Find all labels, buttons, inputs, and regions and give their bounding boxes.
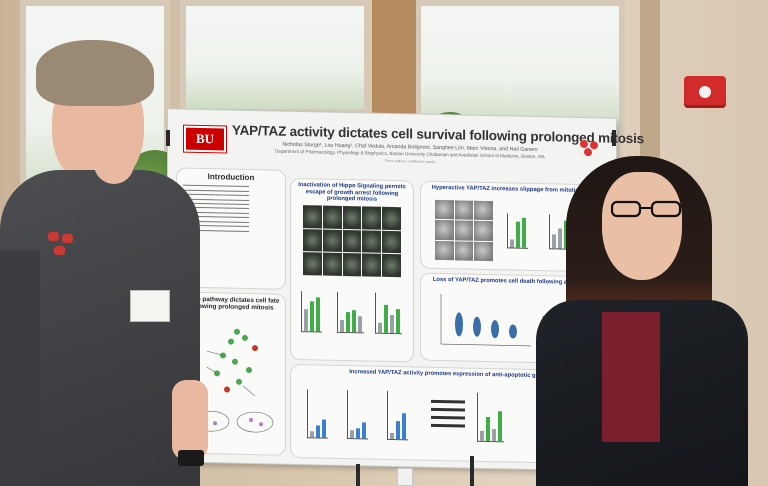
stand-clip [166, 130, 170, 146]
stand-clip [612, 130, 616, 146]
burgundy-top [602, 312, 660, 442]
western-blot [431, 399, 465, 428]
eyeglasses-icon [610, 200, 682, 218]
lab-logo-icon [580, 140, 598, 157]
name-badge [130, 290, 170, 322]
increased-panel: Increased YAP/TAZ activity promotes expr… [290, 363, 608, 465]
jacket-logo-icon [48, 232, 78, 266]
window-center [180, 0, 370, 115]
wood-pillar [372, 0, 416, 135]
hair-left [36, 40, 154, 106]
fire-alarm-icon [684, 76, 726, 108]
stand-leg [356, 464, 360, 486]
sleeve-left [0, 250, 40, 486]
hand-left [172, 380, 208, 460]
stand-leg [470, 456, 474, 486]
face-right [602, 172, 682, 280]
neck-left [94, 150, 134, 184]
wristwatch-icon [178, 450, 204, 466]
